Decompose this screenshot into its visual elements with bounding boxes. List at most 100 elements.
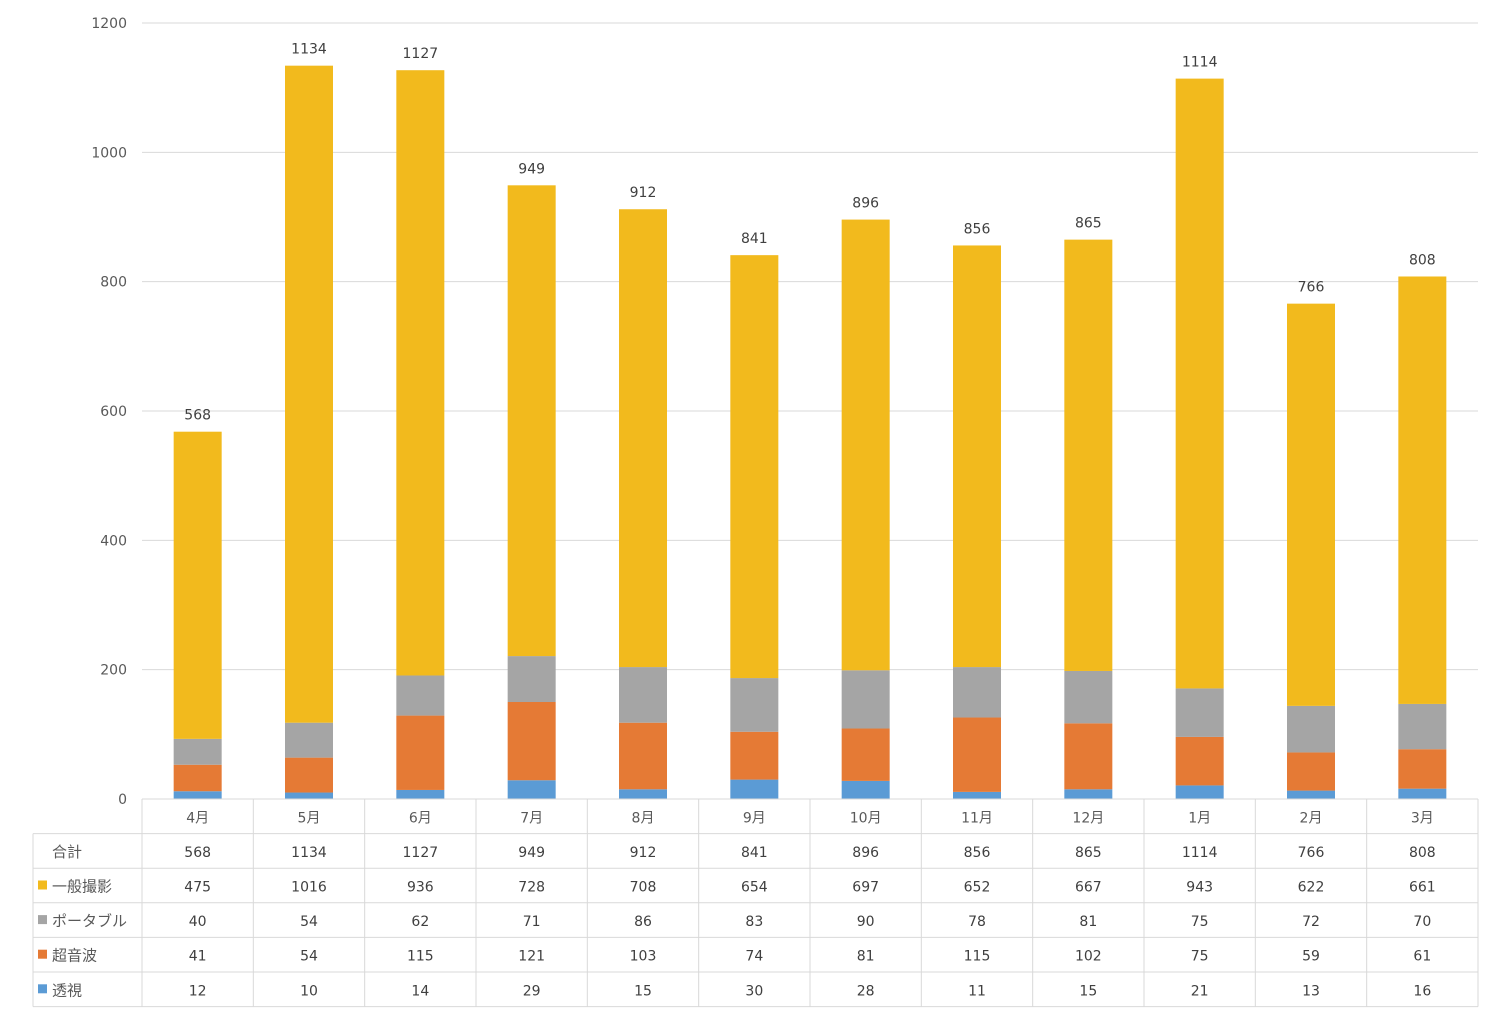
bar-segment [1398, 703, 1447, 750]
bar-segment [1398, 749, 1447, 789]
table-cell: 16 [1413, 983, 1431, 999]
table-cell: 896 [852, 845, 879, 861]
bar-segment [507, 702, 556, 781]
bar-segment [619, 722, 667, 790]
category-label: 10月 [850, 810, 882, 826]
legend-key [38, 949, 47, 959]
bar-segment [841, 670, 890, 729]
bar-segment [396, 715, 445, 790]
table-cell: 41 [189, 949, 207, 965]
table-cell: 661 [1409, 880, 1436, 896]
bar-segment [507, 780, 556, 799]
bar-segment [1175, 78, 1224, 689]
table-cell: 766 [1298, 845, 1325, 861]
bar-segment [730, 255, 779, 679]
table-cell: 54 [300, 949, 318, 965]
table-cell: 28 [857, 983, 875, 999]
category-label: 2月 [1300, 810, 1323, 826]
table-cell: 70 [1413, 914, 1431, 930]
legend-key [38, 984, 47, 994]
table-cell: 1127 [403, 845, 439, 861]
table-cell: 71 [523, 914, 541, 930]
table-cell: 81 [857, 949, 875, 965]
bar-segment [619, 209, 667, 668]
y-tick-label: 0 [118, 792, 127, 808]
bar-segment [173, 791, 222, 799]
bar-segment [1287, 705, 1335, 753]
table-cell: 86 [634, 914, 652, 930]
y-tick-label: 800 [100, 275, 127, 291]
bar-segment [619, 667, 667, 723]
category-label: 9月 [743, 810, 766, 826]
table-row-label: 透視 [52, 981, 82, 999]
bar-segment [1287, 790, 1335, 799]
bar-segment [1064, 239, 1113, 671]
bar-segment [1175, 785, 1224, 799]
total-data-label: 865 [1075, 216, 1102, 232]
total-data-label: 568 [184, 408, 211, 424]
bar-segment [953, 667, 1001, 718]
legend-key [38, 880, 47, 890]
category-label: 4月 [186, 810, 209, 826]
table-cell: 728 [518, 880, 545, 896]
table-cell: 15 [1079, 983, 1097, 999]
bar-segment [841, 219, 890, 671]
table-cell: 667 [1075, 880, 1102, 896]
table-cell: 30 [745, 983, 763, 999]
total-data-label: 856 [964, 221, 991, 237]
table-cell: 949 [518, 845, 545, 861]
table-cell: 12 [189, 983, 207, 999]
bar-segment [1175, 688, 1224, 737]
table-cell: 654 [741, 880, 768, 896]
table-cell: 475 [184, 880, 211, 896]
bar-segment [285, 757, 333, 793]
table-cell: 912 [630, 845, 657, 861]
category-label: 5月 [298, 810, 321, 826]
table-cell: 936 [407, 880, 434, 896]
category-label: 1月 [1188, 810, 1211, 826]
table-cell: 121 [518, 949, 545, 965]
bar-segment [396, 675, 445, 716]
bar-segment [173, 431, 222, 739]
bar-segment [730, 731, 779, 780]
legend-key [38, 915, 47, 925]
table-cell: 622 [1298, 880, 1325, 896]
bar-segment [507, 656, 556, 702]
table-cell: 78 [968, 914, 986, 930]
table-cell: 74 [745, 949, 763, 965]
table-cell: 15 [634, 983, 652, 999]
bar-segment [396, 70, 445, 676]
table-cell: 75 [1191, 949, 1209, 965]
bar-segment [953, 791, 1001, 799]
table-cell: 54 [300, 914, 318, 930]
table-cell: 40 [189, 914, 207, 930]
table-cell: 83 [745, 914, 763, 930]
total-data-label: 841 [741, 231, 768, 247]
category-label: 7月 [520, 810, 543, 826]
bar-segment [953, 245, 1001, 668]
y-tick-label: 200 [100, 663, 127, 679]
table-cell: 11 [968, 983, 986, 999]
bar-segment [285, 65, 333, 723]
bar-segment [396, 789, 445, 799]
table-cell: 568 [184, 845, 211, 861]
table-cell: 943 [1186, 880, 1213, 896]
table-cell: 90 [857, 914, 875, 930]
bar-segment [173, 764, 222, 792]
table-cell: 865 [1075, 845, 1102, 861]
bar-segment [1175, 736, 1224, 786]
bar-segment [1287, 752, 1335, 791]
bar-segment [730, 779, 779, 799]
y-tick-label: 400 [100, 533, 127, 549]
category-label: 12月 [1072, 810, 1104, 826]
table-cell: 61 [1413, 949, 1431, 965]
category-label: 8月 [632, 810, 655, 826]
table-cell: 72 [1302, 914, 1320, 930]
table-cell: 10 [300, 983, 318, 999]
table-cell: 115 [964, 949, 991, 965]
table-cell: 697 [852, 880, 879, 896]
bar-segment [507, 185, 556, 657]
bar-segment [730, 678, 779, 732]
total-data-label: 1134 [291, 42, 327, 58]
